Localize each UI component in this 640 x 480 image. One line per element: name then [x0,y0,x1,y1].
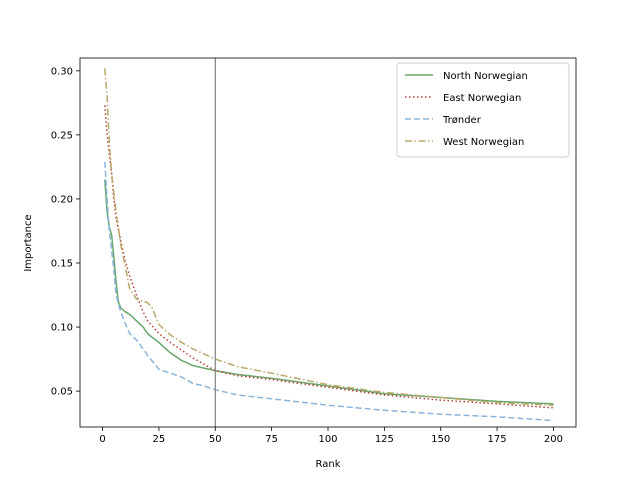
series-line-2 [104,161,554,422]
x-tick-label: 100 [318,434,337,445]
x-tick-label: 175 [488,434,507,445]
x-tick-label: 125 [375,434,394,445]
y-axis-ticks: 0.05 0.10 0.15 0.20 0.25 0.30 [51,66,80,398]
legend-box [396,62,570,158]
series-line-3 [104,68,554,406]
x-axis-ticks: 0 25 50 75 100 125 150 175 200 [99,427,563,445]
x-tick-label: 150 [431,434,450,445]
y-tick-label: 0.20 [51,194,73,205]
y-tick-label: 0.10 [51,323,73,334]
series-lines [104,68,554,422]
legend-label: North Norwegian [443,71,528,82]
y-tick-label: 0.30 [51,66,73,77]
series-line-0 [104,179,554,405]
x-tick-label: 75 [265,434,278,445]
x-tick-label: 0 [99,434,105,445]
legend: North Norwegian East Norwegian Trønder West… [396,62,570,158]
y-axis-label: Importance [23,214,34,271]
y-tick-label: 0.15 [51,259,73,270]
y-tick-label: 0.05 [51,387,73,398]
x-tick-label: 25 [153,434,166,445]
x-tick-label: 200 [544,434,563,445]
legend-label: East Norwegian [443,93,521,104]
legend-label: Trønder [442,115,482,126]
x-tick-label: 50 [209,434,222,445]
legend-label: West Norwegian [443,137,524,148]
y-tick-label: 0.25 [51,130,73,141]
x-axis-label: Rank [316,459,341,470]
